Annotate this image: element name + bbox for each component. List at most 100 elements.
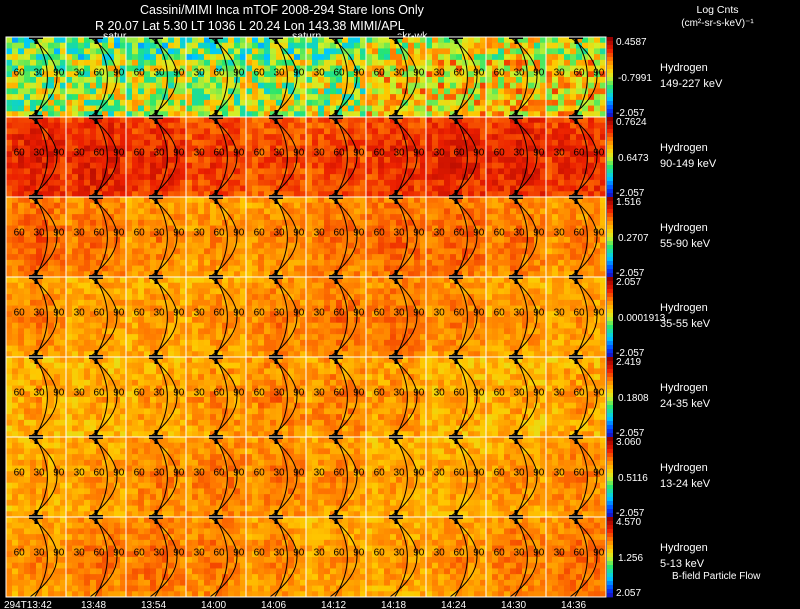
colorbar-segment — [607, 553, 613, 558]
pitch-angle-contour — [29, 276, 58, 358]
contour-label: 60 — [213, 467, 225, 478]
contour-label: 90 — [113, 67, 125, 78]
contour-label: 30 — [434, 307, 446, 318]
pitch-angle-contour — [89, 116, 118, 198]
contour-label: 30 — [393, 387, 405, 398]
pitch-angle-contour — [29, 36, 58, 118]
colorbar-segment — [607, 421, 613, 426]
colorbar-max-label: 1.516 — [616, 197, 641, 208]
contour-label: 90 — [173, 67, 185, 78]
pitch-angle-contour — [29, 116, 58, 198]
colorbar-segment — [607, 117, 613, 122]
pitch-angle-contour — [89, 516, 118, 598]
colorbar-segment — [607, 37, 613, 42]
contour-label: 90 — [113, 227, 125, 238]
colorbar-segment — [607, 501, 613, 506]
pitch-angle-contour — [209, 436, 238, 518]
contour-label: 90 — [413, 147, 425, 158]
colorbar-segment — [607, 41, 613, 46]
contour-label: 30 — [513, 307, 525, 318]
contour-label: 30 — [554, 227, 566, 238]
contour-label: 90 — [593, 147, 605, 158]
panel-border — [5, 516, 607, 598]
contour-label: 60 — [14, 67, 26, 78]
colorbar-segment — [607, 85, 613, 90]
contour-label: 60 — [93, 67, 105, 78]
colorbar-segment — [607, 225, 613, 230]
panel-1: 60 30 90 30 60 90 60 30 90 30 60 90 60 30 90 30 60 90 60 30… — [5, 30, 723, 119]
pitch-angle-contour — [149, 516, 178, 598]
colorbar-segment — [607, 45, 613, 50]
contour-label: 30 — [74, 387, 86, 398]
colorbar-segment — [607, 449, 613, 454]
contour-label: 60 — [374, 147, 386, 158]
pitch-angle-contour — [209, 116, 238, 198]
colorbar-min-label: -2.057 — [616, 508, 645, 519]
colorbar-segment — [607, 221, 613, 226]
contour-label: 30 — [194, 147, 206, 158]
pitch-angle-contour — [449, 436, 478, 518]
colorbar-segment — [607, 89, 613, 94]
contour-label: 90 — [113, 547, 125, 558]
pitch-angle-contour — [149, 116, 178, 198]
contour-label: 30 — [273, 307, 285, 318]
colorbar-segment — [607, 541, 613, 546]
x-tick-label: 14:18 — [381, 600, 406, 609]
contour-label: 60 — [573, 147, 585, 158]
colorbar-mid-label: -0.7991 — [618, 73, 652, 84]
colorbar-segment — [607, 585, 613, 590]
colorbar-segment — [607, 401, 613, 406]
contour-label: 30 — [153, 147, 165, 158]
colorbar-segment — [607, 425, 613, 430]
contour-label: 90 — [413, 227, 425, 238]
colorbar-segment — [607, 493, 613, 498]
colorbar-mid-label: 0.0001913 — [618, 313, 666, 324]
panel-6: 60 30 90 30 60 90 60 30 90 30 60 90 60 30 90 30 60 90 60 30… — [5, 430, 711, 519]
energy-label: 35-55 keV — [660, 318, 711, 330]
contour-label: 30 — [74, 547, 86, 558]
colorbar-segment — [607, 353, 613, 358]
contour-label: 90 — [473, 387, 485, 398]
contour-label: 30 — [554, 67, 566, 78]
colorbar-segment — [607, 209, 613, 214]
contour-label: 60 — [93, 387, 105, 398]
pitch-angle-contour — [269, 276, 298, 358]
colorbar-segment — [607, 557, 613, 562]
colorbar-segment — [607, 157, 613, 162]
colorbar-segment — [607, 145, 613, 150]
colorbar-segment — [607, 173, 613, 178]
pitch-angle-contour — [209, 516, 238, 598]
colorbar-segment — [607, 533, 613, 538]
contour-label: 90 — [233, 307, 245, 318]
units-line2: (cm²-sr-s-keV)⁻¹ — [681, 18, 754, 29]
colorbar-segment — [607, 109, 613, 114]
contour-label: 90 — [413, 387, 425, 398]
colorbar-segment — [607, 81, 613, 86]
colorbar-max-label: 2.419 — [616, 357, 641, 368]
colorbar-min-label: -2.057 — [616, 108, 645, 119]
energy-label: 149-227 keV — [660, 78, 723, 90]
colorbar-segment — [607, 137, 613, 142]
colorbar-segment — [607, 201, 613, 206]
colorbar-segment — [607, 385, 613, 390]
contour-label: 90 — [353, 467, 365, 478]
colorbar-segment — [607, 141, 613, 146]
pitch-angle-contour — [149, 36, 178, 118]
panel-4: 60 30 90 30 60 90 60 30 90 30 60 90 60 30 90 30 60 90 60 30… — [5, 270, 711, 359]
pitch-angle-contour — [509, 196, 538, 278]
colorbar-max-label: 3.060 — [616, 437, 641, 448]
contour-label: 30 — [513, 67, 525, 78]
contour-label: 30 — [554, 307, 566, 318]
pitch-angle-contour — [89, 436, 118, 518]
contour-label: 90 — [353, 67, 365, 78]
colorbar-segment — [607, 529, 613, 534]
contour-label: 30 — [33, 147, 45, 158]
colorbar-segment — [607, 497, 613, 502]
contour-label: 30 — [393, 67, 405, 78]
colorbar-segment — [607, 333, 613, 338]
contour-label: 30 — [314, 67, 326, 78]
colorbar-segment — [607, 169, 613, 174]
contour-label: 60 — [573, 67, 585, 78]
colorbar-segment — [607, 317, 613, 322]
pitch-angle-contour — [449, 356, 478, 438]
